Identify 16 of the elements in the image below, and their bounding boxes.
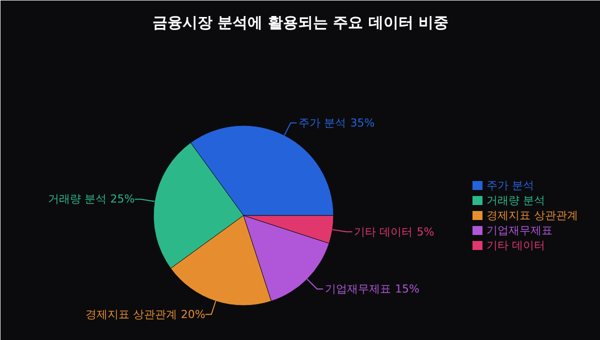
legend-label: 기업재무제표 xyxy=(486,224,552,237)
legend-label: 거래량 분석 xyxy=(486,194,545,207)
data-label: 35% xyxy=(350,116,375,130)
slice-label: 기타 데이터 xyxy=(354,225,413,238)
data-label: 15% xyxy=(395,282,420,296)
slice-label: 경제지표 상관관계 xyxy=(85,308,177,321)
legend-label: 주가 분석 xyxy=(486,179,534,192)
legend-label: 기타 데이터 xyxy=(486,239,545,252)
chart-title: 금융시장 분석에 활용되는 주요 데이터 비중 xyxy=(152,14,449,32)
legend-label: 경제지표 상관관계 xyxy=(486,209,578,222)
data-label: 5% xyxy=(416,225,434,238)
slice-label: 거래량 분석 xyxy=(48,192,106,206)
slice-label: 주가 분석 xyxy=(298,116,346,130)
data-label: 20% xyxy=(180,308,206,321)
slice-label: 기업재무제표 xyxy=(325,282,392,296)
data-label: 25% xyxy=(110,192,135,206)
